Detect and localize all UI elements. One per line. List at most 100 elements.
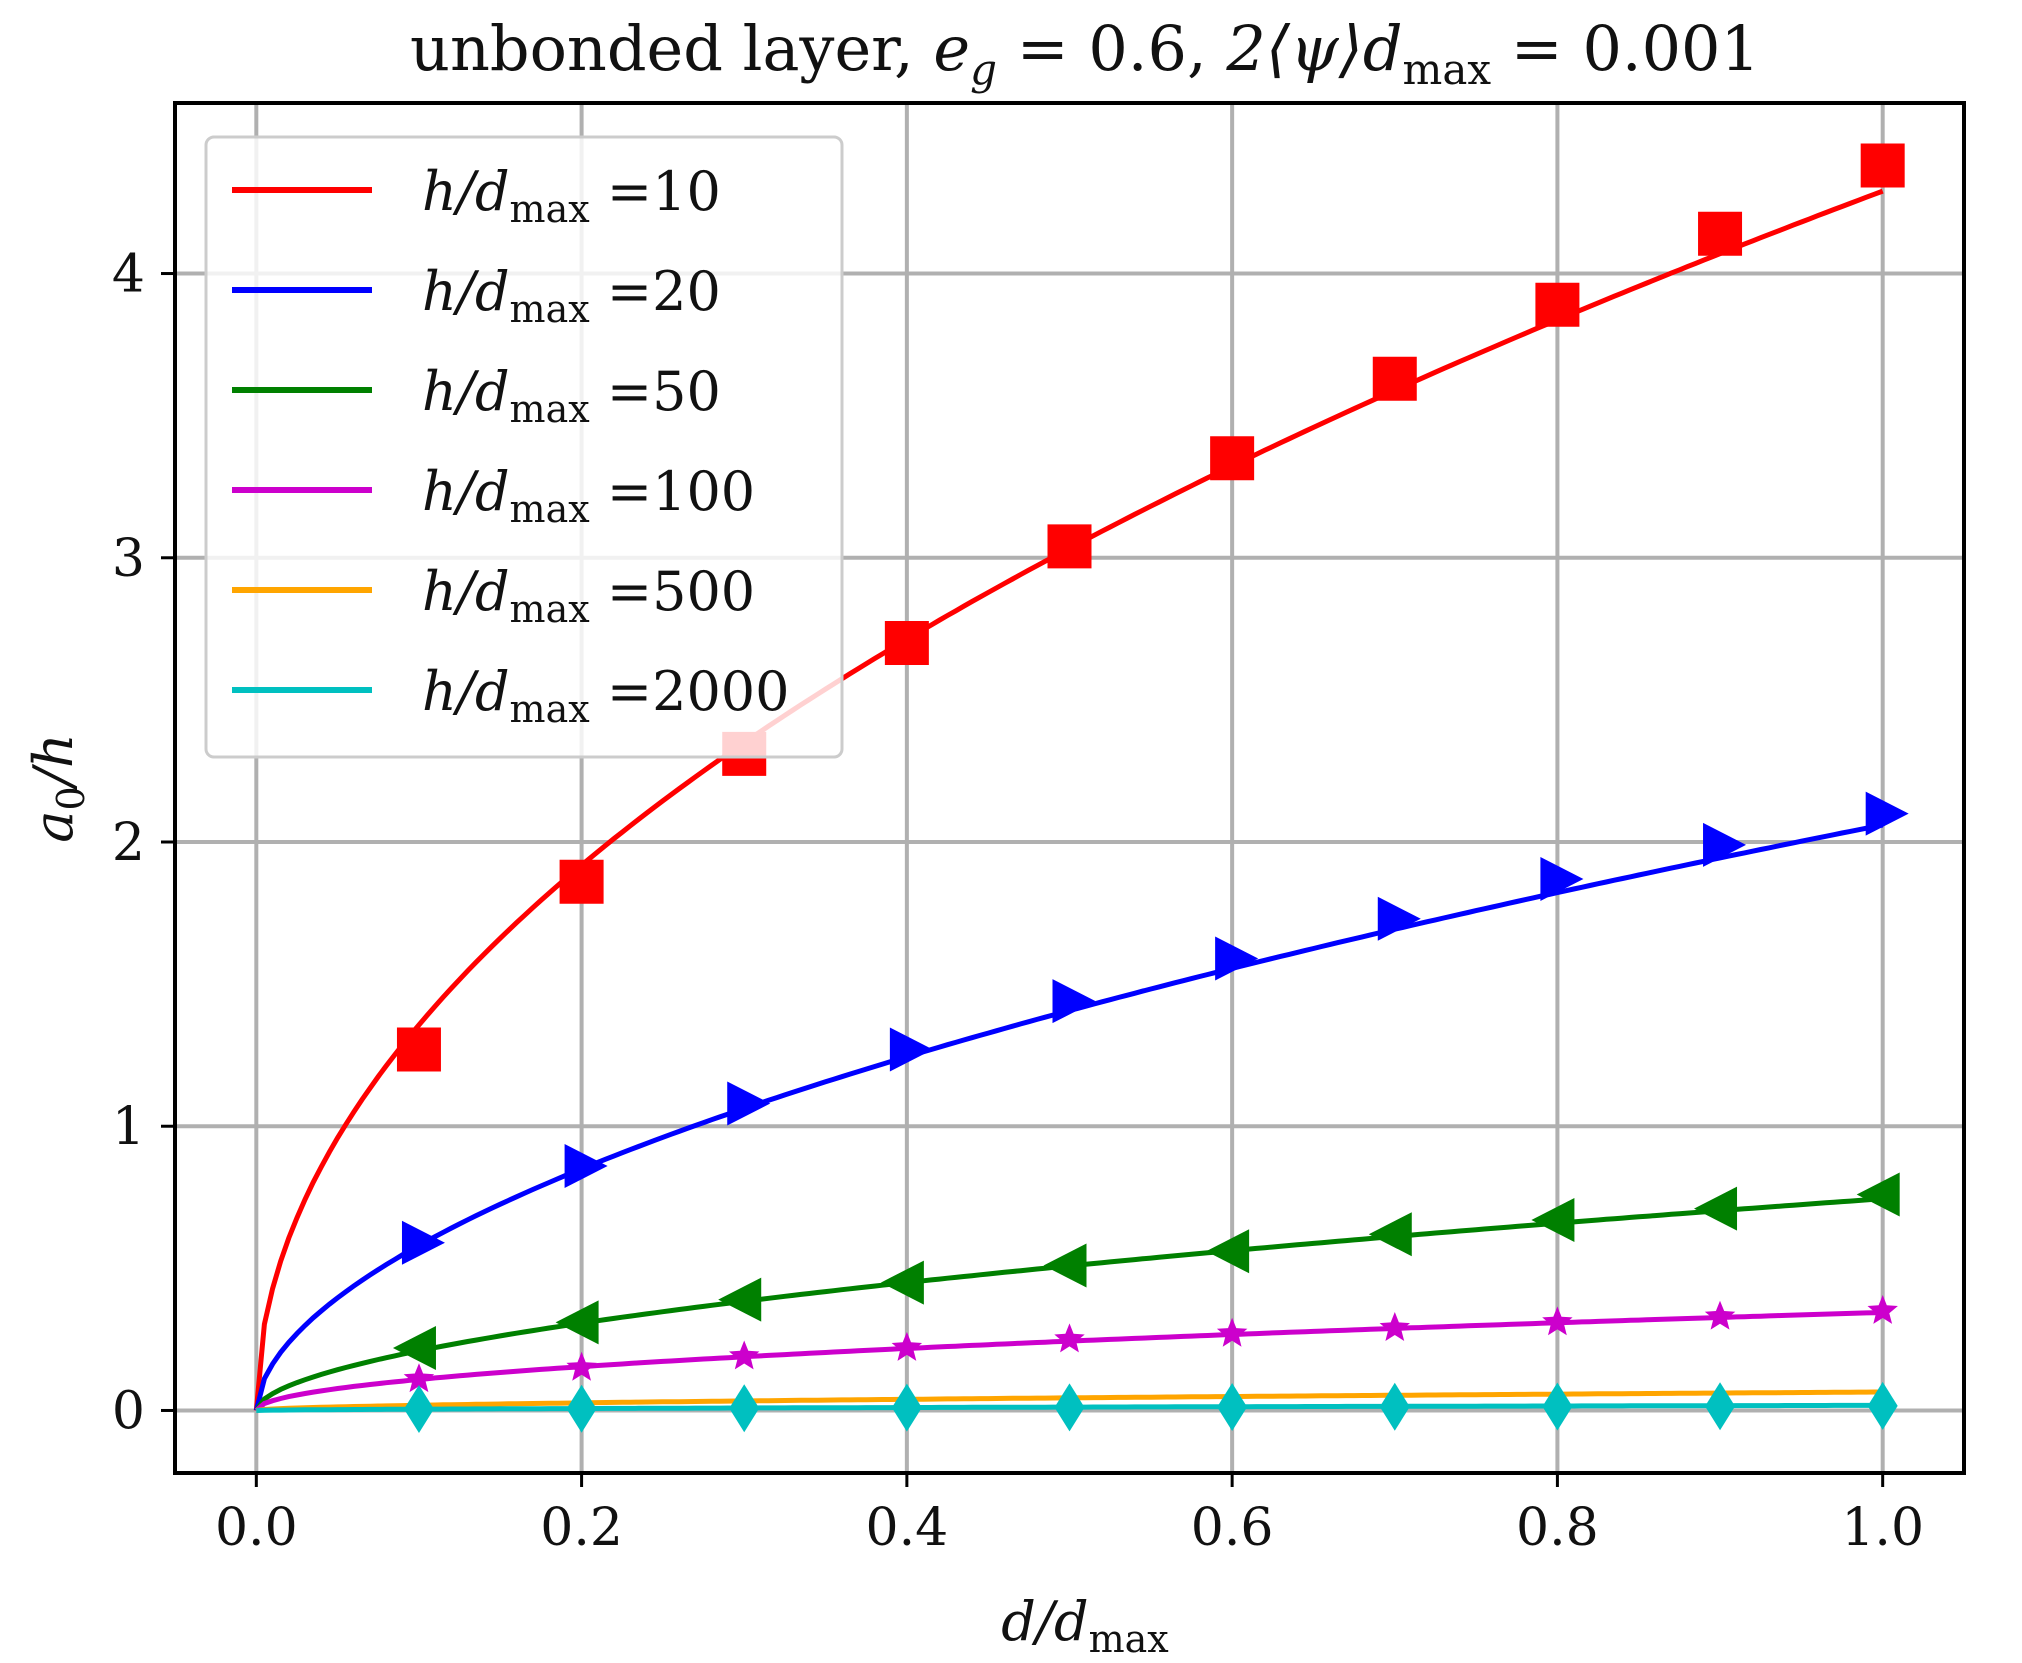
- series-3-marker-2: [729, 1340, 760, 1370]
- series-3-marker-8: [1704, 1300, 1736, 1330]
- legend-label-sub-2: max: [510, 387, 590, 431]
- series-2-marker-4: [1043, 1243, 1087, 1288]
- x-axis-label-sub: max: [1089, 1617, 1169, 1661]
- x-axis-label-main: d/d: [1001, 1590, 1088, 1653]
- series-5-marker-3: [891, 1383, 922, 1432]
- legend-label-value-1: =20: [590, 260, 721, 323]
- legend-label-sub-0: max: [510, 187, 590, 231]
- series-3-marker-7: [1542, 1306, 1573, 1336]
- legend-label-sub-3: max: [510, 487, 590, 531]
- title-prefix: unbonded layer,: [410, 12, 933, 85]
- legend-label-main-4: h/d: [422, 560, 510, 623]
- series-5-marker-4: [1054, 1383, 1085, 1432]
- series-5-marker-9: [1867, 1381, 1898, 1430]
- legend-label-main-5: h/d: [422, 660, 510, 723]
- series-2-marker-1: [555, 1300, 599, 1345]
- series-0-marker-8: [1698, 211, 1743, 256]
- series-5-marker-1: [566, 1384, 597, 1433]
- series-3-marker-3: [891, 1331, 923, 1361]
- chart-title: unbonded layer, eg = 0.6, 2⟨ψ⟩dmax = 0.0…: [410, 12, 1760, 94]
- series-line-1: [253, 822, 1884, 1412]
- legend-label-value-3: =100: [590, 460, 755, 523]
- series-1-marker-2: [727, 1081, 771, 1126]
- x-axis-label: d/dmax: [1001, 1590, 1168, 1661]
- y-tick-label-3: 3: [112, 529, 145, 589]
- series-1-marker-3: [889, 1027, 933, 1072]
- legend-label-sub-5: max: [510, 687, 590, 731]
- y-tick-label-0: 0: [112, 1381, 145, 1441]
- legend-label-value-0: =10: [590, 160, 721, 223]
- x-tick-label-1: 0.2: [540, 1498, 623, 1558]
- series-0-marker-3: [884, 621, 929, 666]
- y-tick-label-1: 1: [112, 1097, 145, 1157]
- y-axis-label-sub: 0: [49, 786, 93, 810]
- series-3-marker-6: [1379, 1312, 1410, 1341]
- series-0-marker-4: [1047, 524, 1092, 569]
- series-5-marker-6: [1379, 1382, 1410, 1431]
- series-2-marker-5: [1206, 1229, 1250, 1274]
- x-tick-label-0: 0.0: [215, 1498, 298, 1558]
- title-eg-sub: g: [970, 45, 997, 94]
- series-3-marker-9: [1867, 1295, 1898, 1324]
- series-2-marker-3: [880, 1260, 924, 1305]
- series-3-marker-0: [403, 1363, 435, 1393]
- series-0-marker-7: [1535, 282, 1580, 327]
- series-0-marker-5: [1210, 436, 1255, 481]
- series-1-marker-0: [401, 1220, 445, 1265]
- y-tick-label-2: 2: [112, 813, 145, 873]
- legend-label-main-2: h/d: [422, 360, 510, 423]
- series-3-marker-4: [1054, 1323, 1085, 1353]
- legend: h/dmax =10h/dmax =20h/dmax =50h/dmax =10…: [204, 135, 844, 759]
- series-2-marker-2: [718, 1277, 762, 1322]
- series-1-marker-4: [1052, 979, 1096, 1024]
- legend-label-value-2: =50: [590, 360, 721, 423]
- series-5-marker-0: [403, 1385, 434, 1434]
- legend-label-value-5: =2000: [590, 660, 790, 723]
- legend-label-1: h/dmax =20: [422, 260, 721, 331]
- x-tick-label-5: 1.0: [1841, 1498, 1924, 1558]
- legend-label-4: h/dmax =500: [422, 560, 755, 631]
- legend-label-value-4: =500: [590, 560, 755, 623]
- x-tick-label-4: 0.8: [1516, 1498, 1599, 1558]
- title-d-symbol: d: [1363, 12, 1403, 85]
- series-line-2: [254, 1196, 1883, 1412]
- y-axis-label: a0/h: [22, 733, 93, 842]
- x-tick-label-2: 0.4: [866, 1498, 949, 1558]
- title-eg-value: = 0.6,: [997, 12, 1226, 85]
- y-tick-label-4: 4: [112, 245, 145, 305]
- ticks: 0.0 0.2 0.4 0.6 0.8 1.0 0 1 2 3 4: [112, 245, 1924, 1558]
- x-tick-label-3: 0.6: [1191, 1498, 1274, 1558]
- legend-label-sub-4: max: [510, 587, 590, 631]
- series-5-marker-2: [729, 1384, 760, 1433]
- series-0-marker-6: [1372, 356, 1417, 401]
- legend-label-3: h/dmax =100: [422, 460, 755, 531]
- series-1-marker-7: [1540, 856, 1584, 901]
- series-2-marker-6: [1368, 1212, 1412, 1257]
- title-psi: 2⟨ψ⟩: [1225, 12, 1362, 85]
- title-eg-symbol: e: [933, 12, 970, 85]
- legend-label-2: h/dmax =50: [422, 360, 721, 431]
- series-2-marker-8: [1694, 1186, 1738, 1231]
- title-d-sub: max: [1403, 45, 1492, 94]
- series-2-marker-9: [1856, 1172, 1900, 1217]
- series-3-marker-1: [566, 1351, 597, 1381]
- series-layer: [253, 143, 1909, 1434]
- legend-label-main-3: h/d: [422, 460, 510, 523]
- series-2-marker-7: [1531, 1198, 1575, 1243]
- series-0-marker-9: [1860, 143, 1905, 188]
- series-1-marker-8: [1703, 822, 1747, 867]
- series-1-marker-9: [1865, 791, 1909, 836]
- legend-label-main-0: h/d: [422, 160, 510, 223]
- series-1-marker-1: [564, 1144, 608, 1189]
- series-0-marker-1: [559, 859, 604, 904]
- plot-frame: [173, 101, 1966, 1475]
- title-psi-value: = 0.001: [1491, 12, 1760, 85]
- legend-label-sub-1: max: [510, 287, 590, 331]
- y-axis-label-rest: /h: [22, 733, 85, 791]
- series-5-marker-5: [1217, 1383, 1248, 1432]
- series-2-marker-0: [392, 1325, 436, 1370]
- series-1-marker-5: [1215, 936, 1259, 981]
- series-3-marker-5: [1216, 1317, 1248, 1347]
- legend-label-main-1: h/d: [422, 260, 510, 323]
